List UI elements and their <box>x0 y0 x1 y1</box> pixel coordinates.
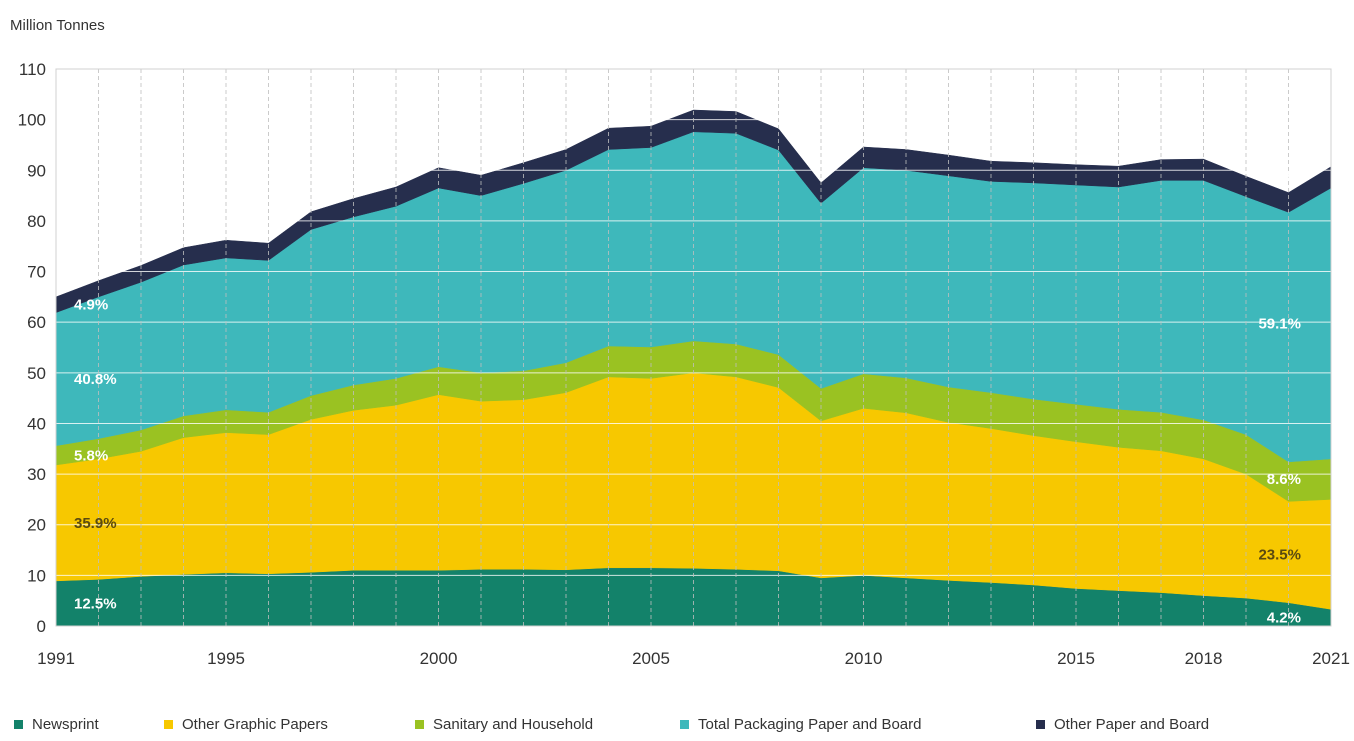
percent-annotations: 12.5% 35.9% 5.8% 40.8% 4.9% 4.2% 23.5% 8.6% 59.1… <box>74 169 1301 626</box>
legend-label: Total Packaging Paper and Board <box>698 716 921 733</box>
y-tick-label: 0 <box>37 617 46 636</box>
legend-swatch <box>1036 720 1045 729</box>
legend-swatch <box>164 720 173 729</box>
x-tick-label: 2010 <box>845 649 883 668</box>
annotation-label: 4.6% <box>1267 169 1301 186</box>
legend-swatch <box>14 720 23 729</box>
y-unit-label: Million Tonnes <box>10 17 105 34</box>
y-tick-label: 110 <box>19 60 46 79</box>
y-axis: 0 10 20 30 40 50 60 70 80 90 100 110 <box>18 60 46 636</box>
y-tick-label: 80 <box>27 212 46 231</box>
plot-border <box>55 68 1332 627</box>
grid-lines <box>55 68 1332 627</box>
x-tick-label: 1995 <box>207 649 245 668</box>
annotation-label: 59.1% <box>1258 315 1301 332</box>
annotation-label: 23.5% <box>1258 546 1301 563</box>
annotation-label: 4.9% <box>74 297 108 314</box>
y-tick-label: 10 <box>27 566 46 585</box>
legend-label: Other Graphic Papers <box>182 716 328 733</box>
legend-swatch <box>680 720 689 729</box>
x-tick-label: 2015 <box>1057 649 1095 668</box>
annotation-label: 35.9% <box>74 515 117 532</box>
legend-label: Newsprint <box>32 716 100 733</box>
legend-label: Sanitary and Household <box>433 716 593 733</box>
y-tick-label: 60 <box>27 313 46 332</box>
y-tick-label: 30 <box>27 465 46 484</box>
legend-label: Other Paper and Board <box>1054 716 1209 733</box>
x-tick-label: 2021 <box>1312 649 1350 668</box>
y-tick-label: 40 <box>27 414 46 433</box>
y-tick-label: 20 <box>27 516 46 535</box>
legend-swatch <box>415 720 424 729</box>
y-tick-label: 70 <box>27 263 46 282</box>
x-tick-label: 2005 <box>632 649 670 668</box>
x-tick-label: 2000 <box>420 649 458 668</box>
annotation-label: 8.6% <box>1267 471 1301 488</box>
annotation-label: 4.2% <box>1267 610 1301 627</box>
x-axis: 1991 1995 2000 2005 2010 2015 2018 2021 <box>37 649 1350 668</box>
annotation-label: 12.5% <box>74 595 117 612</box>
y-tick-label: 90 <box>27 161 46 180</box>
annotation-label: 40.8% <box>74 371 117 388</box>
x-tick-label: 2018 <box>1185 649 1223 668</box>
y-tick-label: 50 <box>27 364 46 383</box>
legend: Newsprint Other Graphic Papers Sanitary an… <box>14 716 1209 733</box>
y-tick-label: 100 <box>18 111 46 130</box>
x-tick-label: 1991 <box>37 649 75 668</box>
annotation-label: 5.8% <box>74 447 108 464</box>
